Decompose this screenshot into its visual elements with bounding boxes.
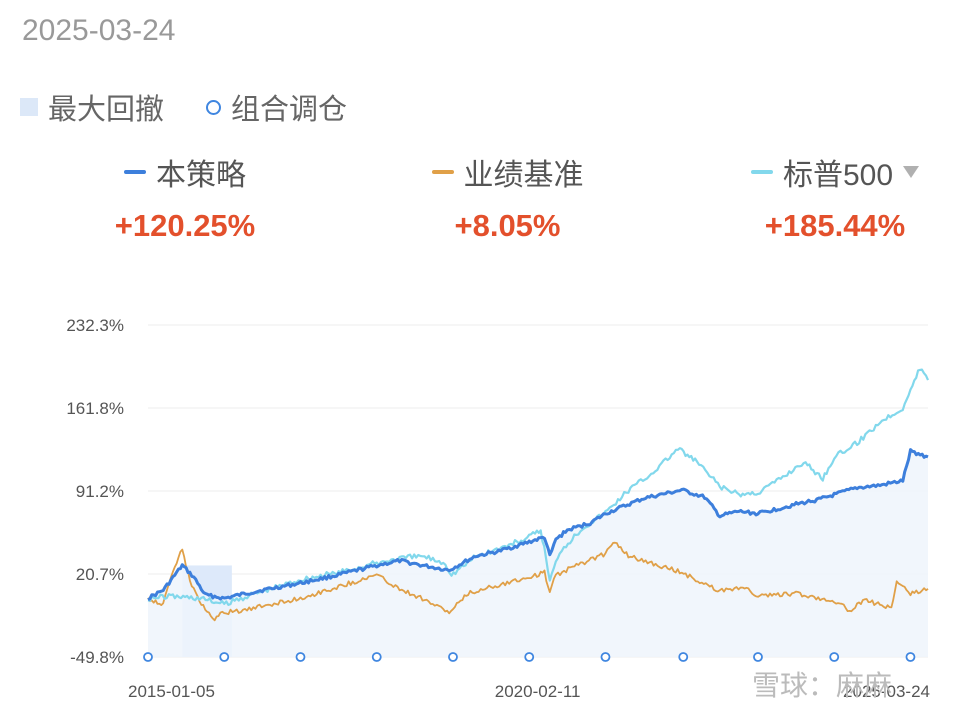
rebalance-marker [295,652,306,662]
series-line-0 [147,448,929,602]
series-benchmark[interactable]: 业绩基准 +8.05% [415,150,600,244]
strategy-line-icon [124,170,146,174]
rebalance-marker [448,652,458,662]
series-sp500[interactable]: 标普500 +185.44% [735,150,935,244]
chart-legend: 最大回撤 组合调仓 [20,86,347,128]
series-benchmark-return: +8.05% [454,208,561,243]
watermark: 雪球：麻麻 [752,670,893,701]
rebalance-marker [753,652,763,662]
rebalance-marker [600,652,611,662]
series-strategy[interactable]: 本策略 +120.25% [100,150,270,244]
series-strategy-name: 本策略 [156,159,246,192]
y-tick-label: 232.3% [66,316,124,335]
rebalance-marker [371,652,382,662]
benchmark-line-icon [431,170,454,174]
dropdown-triangle-icon[interactable] [903,166,920,178]
rebalance-marker [143,652,153,662]
rebalance-circle-icon [206,99,222,115]
y-tick-label: -49.8% [70,648,124,667]
series-strategy-return: +120.25% [114,208,256,243]
rebalance-marker [829,652,840,662]
series-benchmark-name: 业绩基准 [463,159,584,192]
drawdown-swatch-icon [20,98,38,116]
strategy-area-fill [148,449,928,657]
rebalance-marker [524,652,535,662]
series-line-1 [147,541,929,622]
sp500-line-icon [750,170,773,174]
x-tick-label: 2020-02-11 [495,682,581,701]
rebalance-marker [678,652,689,662]
series-sp500-return: +185.44% [764,208,906,243]
y-tick-label: 161.8% [66,399,124,418]
rebalance-marker [219,652,230,662]
y-tick-label: 91.2% [76,482,124,501]
y-tick-label: 20.7% [76,565,124,584]
drawdown-legend-label[interactable]: 最大回撤 [48,94,165,126]
x-tick-label: 2015-01-05 [128,682,215,701]
x-tick-label: 2025-03-24 [843,682,930,701]
date-label: 2025-03-24 [22,14,176,47]
rebalance-legend-label[interactable]: 组合调仓 [231,94,348,126]
series-sp500-name: 标普500 [782,159,894,192]
rebalance-marker [905,652,916,662]
series-line-2 [147,368,930,606]
